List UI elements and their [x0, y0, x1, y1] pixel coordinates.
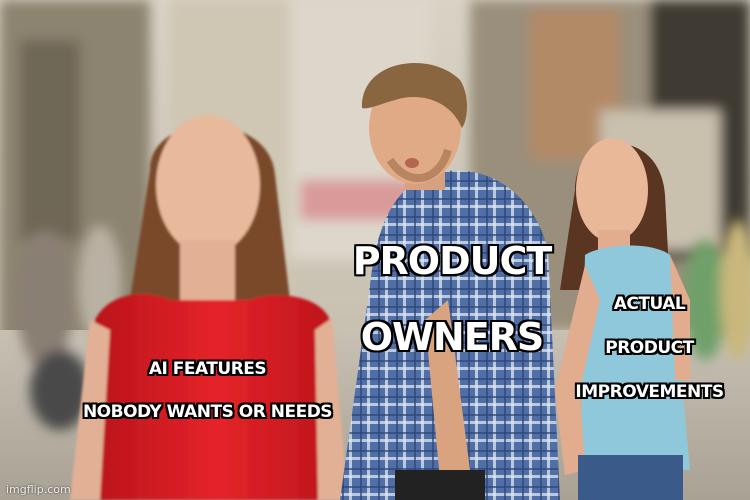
caption-line: AI FEATURES	[148, 359, 267, 380]
caption-line: ACTUAL	[613, 294, 686, 315]
blurred-pedestrians	[17, 220, 750, 430]
caption-ai-features: AI FEATURES NOBODY WANTS OR NEEDS	[70, 338, 345, 444]
caption-line: PRODUCT	[352, 239, 553, 283]
caption-actual-improvements: ACTUAL PRODUCT IMPROVEMENTS	[562, 271, 737, 426]
imgflip-watermark: imgflip.com	[6, 483, 71, 496]
man-in-plaid	[340, 63, 560, 500]
caption-product-owners: PRODUCT OWNERS	[352, 204, 553, 394]
woman-in-blue	[555, 138, 690, 500]
caption-line: OWNERS	[360, 315, 545, 359]
caption-line: NOBODY WANTS OR NEEDS	[82, 401, 333, 422]
woman-in-red	[70, 115, 348, 500]
caption-line: IMPROVEMENTS	[575, 382, 724, 403]
caption-line: PRODUCT	[605, 338, 694, 359]
